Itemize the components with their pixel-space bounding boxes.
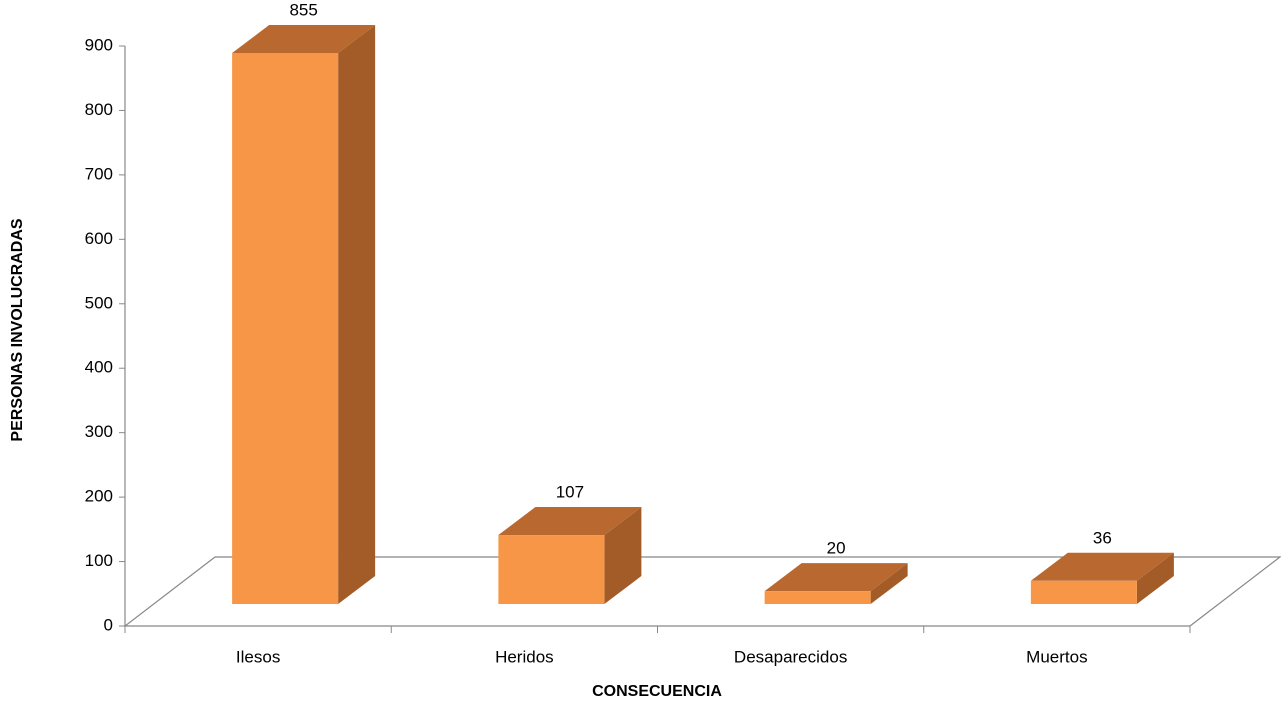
bar-top bbox=[498, 507, 642, 536]
y-tick-label: 900 bbox=[85, 35, 113, 54]
bar-side bbox=[870, 563, 908, 604]
x-tick-label: Heridos bbox=[495, 647, 554, 666]
x-tick-label: Muertos bbox=[1026, 647, 1087, 666]
floor bbox=[123, 556, 1281, 627]
y-tick-label: 300 bbox=[85, 422, 113, 441]
y-tick-label: 400 bbox=[85, 358, 113, 377]
y-tick-label: 0 bbox=[104, 615, 113, 634]
value-label: 107 bbox=[556, 483, 584, 502]
x-axis-title: CONSECUENCIA bbox=[592, 683, 722, 700]
value-label: 36 bbox=[1093, 528, 1112, 547]
bar-side bbox=[1136, 552, 1174, 604]
bar-side bbox=[604, 507, 642, 604]
bar bbox=[1030, 580, 1137, 604]
bar-top bbox=[1030, 552, 1174, 581]
y-tick-label: 600 bbox=[85, 229, 113, 248]
value-label: 20 bbox=[827, 539, 846, 558]
y-axis-title: PERSONAS INVOLUCRADAS bbox=[9, 218, 26, 441]
y-tick-label: 500 bbox=[85, 293, 113, 312]
x-tick-label: Desaparecidos bbox=[734, 647, 847, 666]
value-label: 855 bbox=[289, 0, 317, 19]
bar-side bbox=[338, 25, 376, 604]
y-tick-label: 200 bbox=[85, 487, 113, 506]
bar bbox=[764, 591, 871, 604]
y-tick-label: 700 bbox=[85, 164, 113, 183]
bar bbox=[232, 53, 339, 604]
bar-top bbox=[764, 563, 908, 592]
y-tick-label: 800 bbox=[85, 100, 113, 119]
bar-top bbox=[232, 25, 376, 53]
y-tick-label: 100 bbox=[85, 551, 113, 570]
x-tick-label: Ilesos bbox=[236, 647, 280, 666]
bar bbox=[498, 535, 605, 604]
